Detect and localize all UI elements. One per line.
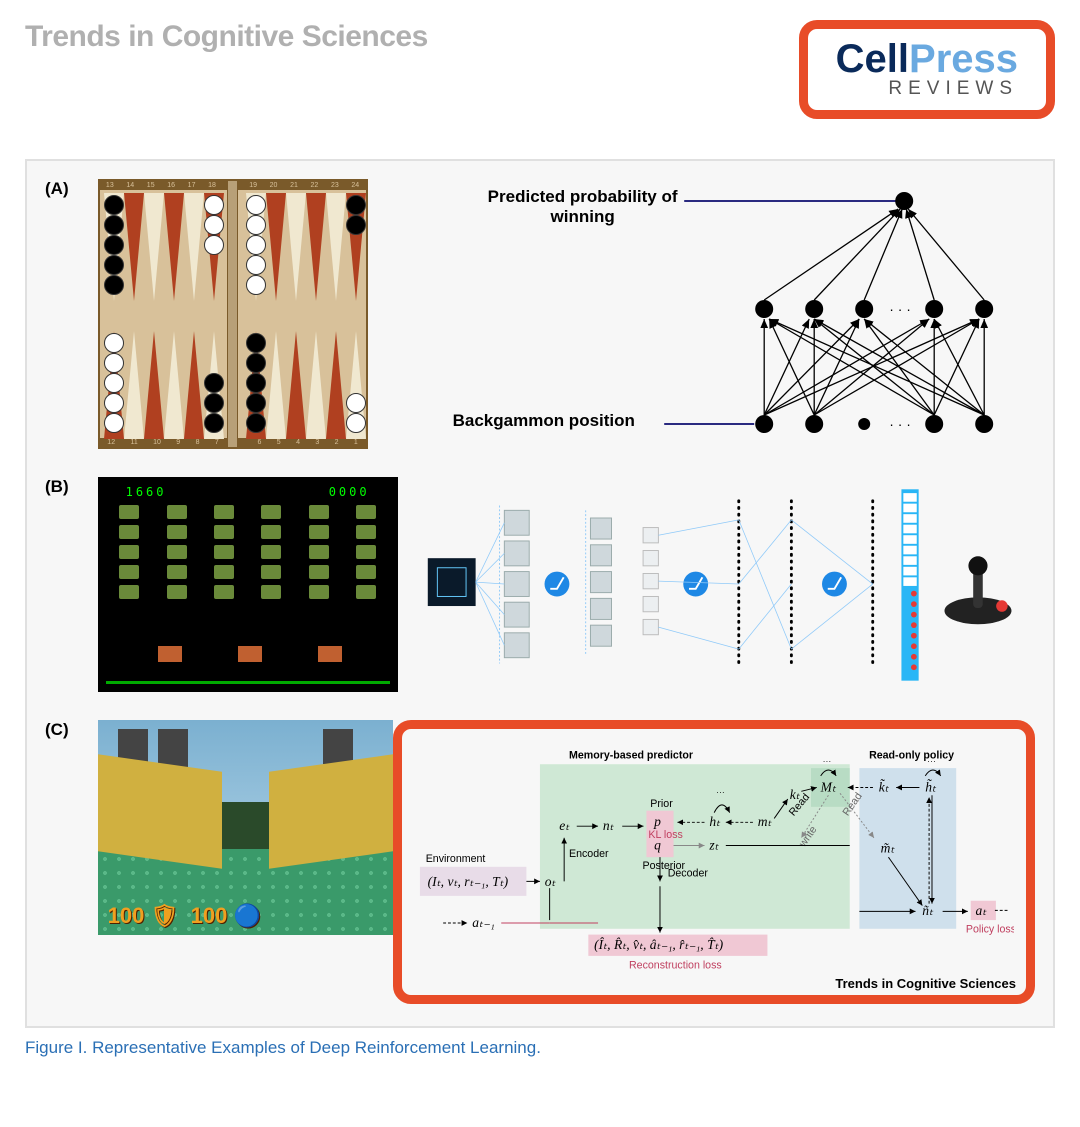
dqn-architecture bbox=[423, 477, 1035, 692]
net-top-label: Predicted probability of winning bbox=[483, 187, 683, 227]
panel-b-label: (B) bbox=[45, 477, 69, 497]
svg-text:h̃ₜ: h̃ₜ bbox=[925, 779, 937, 795]
svg-text:···: ··· bbox=[927, 756, 936, 766]
svg-text:Encoder: Encoder bbox=[569, 848, 609, 860]
panel-b: (B) 1660 0000 bbox=[45, 477, 1035, 692]
panel-c: (C) 100 🛡 100 🔵 Memory-based bbox=[45, 720, 1035, 1004]
svg-text:oₜ: oₜ bbox=[544, 874, 556, 889]
logo-reviews: REVIEWS bbox=[836, 78, 1018, 100]
svg-text:m̃ₜ: m̃ₜ bbox=[880, 840, 895, 855]
figure-frame: (A) 131415161718 192021222324 121110987 … bbox=[25, 159, 1055, 1028]
panel-a-network: Predicted probability of winning Backgam… bbox=[393, 179, 1035, 449]
net-bottom-label: Backgammon position bbox=[453, 411, 635, 431]
page-header: Trends in Cognitive Sciences CellPress R… bbox=[25, 20, 1055, 119]
atari-score-left: 1660 bbox=[126, 485, 167, 499]
svg-text:···: ··· bbox=[822, 756, 831, 766]
svg-text:aₜ: aₜ bbox=[975, 903, 987, 918]
panel-a-label: (A) bbox=[45, 179, 69, 199]
svg-text:Mₜ: Mₜ bbox=[819, 779, 836, 794]
svg-text:nₜ: nₜ bbox=[602, 818, 614, 833]
maze-hud: 100 🛡 100 🔵 bbox=[108, 903, 261, 929]
svg-text:· · ·: · · · bbox=[889, 416, 911, 432]
backgammon-board: 131415161718 192021222324 121110987 6543… bbox=[98, 179, 368, 449]
journal-title: Trends in Cognitive Sciences bbox=[25, 20, 428, 54]
svg-text:Policy loss: Policy loss bbox=[965, 924, 1014, 936]
merlin-diagram: Memory-based predictor Read-only policy … bbox=[393, 720, 1035, 1004]
svg-text:(Iₜ, vₜ, rₜ₋₁, Tₜ): (Iₜ, vₜ, rₜ₋₁, Tₜ) bbox=[427, 874, 508, 890]
svg-text:Decoder: Decoder bbox=[667, 868, 708, 880]
svg-text:ñₜ: ñₜ bbox=[922, 903, 934, 918]
logo-press: Press bbox=[909, 37, 1018, 81]
svg-text:aₜ₋₁: aₜ₋₁ bbox=[472, 915, 495, 930]
svg-text:Prior: Prior bbox=[650, 798, 673, 810]
svg-text:p: p bbox=[653, 814, 661, 829]
svg-text:···: ··· bbox=[716, 787, 725, 797]
svg-text:hₜ: hₜ bbox=[709, 814, 721, 829]
logo-cell: Cell bbox=[836, 37, 909, 81]
svg-text:eₜ: eₜ bbox=[559, 818, 570, 833]
publisher-logo: CellPress REVIEWS bbox=[799, 20, 1055, 119]
svg-text:mₜ: mₜ bbox=[757, 814, 772, 829]
panel-a: (A) 131415161718 192021222324 121110987 … bbox=[45, 179, 1035, 449]
svg-text:KL loss: KL loss bbox=[648, 829, 682, 841]
panel-c-label: (C) bbox=[45, 720, 69, 740]
figure-source-mark: Trends in Cognitive Sciences bbox=[835, 976, 1016, 991]
svg-text:Environment: Environment bbox=[425, 853, 485, 865]
svg-text:(Îₜ, R̂ₜ, v̂ₜ, âₜ₋₁, r̂ₜ₋₁, T̂: (Îₜ, R̂ₜ, v̂ₜ, âₜ₋₁, r̂ₜ₋₁, T̂ₜ) bbox=[594, 936, 723, 953]
svg-text:zₜ: zₜ bbox=[708, 837, 719, 852]
svg-text:k̃ₜ: k̃ₜ bbox=[878, 779, 889, 795]
svg-text:Reconstruction loss: Reconstruction loss bbox=[629, 959, 722, 971]
svg-text:· · ·: · · · bbox=[889, 301, 911, 317]
svg-text:Read-only policy: Read-only policy bbox=[869, 749, 954, 761]
atari-screenshot: 1660 0000 bbox=[98, 477, 398, 692]
bg-triangles bbox=[100, 181, 370, 451]
mbp-label: Memory-based predictor bbox=[569, 749, 693, 761]
figure-caption: Figure I. Representative Examples of Dee… bbox=[25, 1038, 1055, 1058]
atari-score-right: 0000 bbox=[329, 485, 370, 499]
maze-screenshot: 100 🛡 100 🔵 bbox=[98, 720, 393, 935]
